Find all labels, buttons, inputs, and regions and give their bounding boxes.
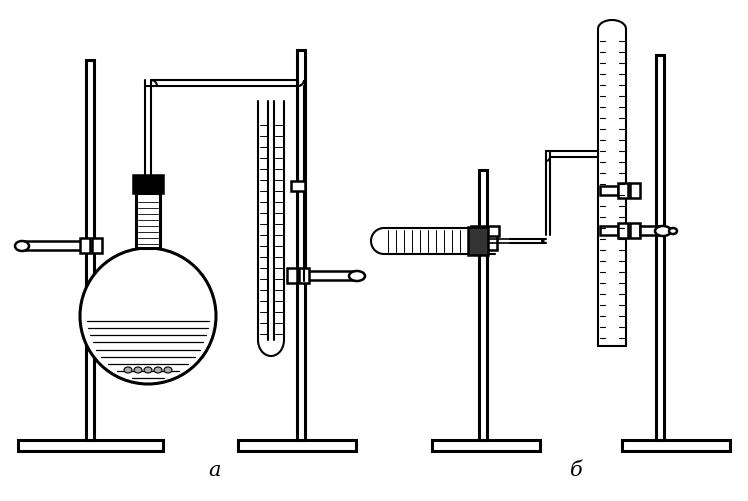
Bar <box>600 226 618 235</box>
Bar <box>487 232 497 250</box>
Bar <box>86 61 94 440</box>
Bar <box>473 232 483 250</box>
Bar <box>630 223 640 238</box>
Bar <box>640 226 660 235</box>
Bar <box>468 227 488 256</box>
Ellipse shape <box>655 226 671 236</box>
Bar <box>622 440 730 451</box>
Ellipse shape <box>349 272 365 282</box>
Bar <box>479 171 487 440</box>
Bar <box>24 241 86 250</box>
Bar <box>618 184 628 198</box>
Text: б: б <box>570 460 583 479</box>
Bar <box>630 184 640 198</box>
Ellipse shape <box>154 367 162 373</box>
Bar <box>287 269 297 284</box>
Bar <box>299 269 309 284</box>
Bar <box>600 187 618 195</box>
Bar <box>92 238 102 254</box>
Bar <box>471 226 499 236</box>
Bar <box>305 272 355 281</box>
Bar <box>618 223 628 238</box>
Ellipse shape <box>144 367 152 373</box>
Bar <box>432 440 540 451</box>
Ellipse shape <box>15 241 29 252</box>
Bar <box>80 238 90 254</box>
Ellipse shape <box>669 228 677 234</box>
Ellipse shape <box>124 367 132 373</box>
Bar <box>656 56 664 440</box>
Bar <box>136 193 160 248</box>
Bar <box>238 440 356 451</box>
Bar <box>133 176 163 193</box>
Bar <box>291 182 305 191</box>
Bar <box>297 51 305 440</box>
Ellipse shape <box>134 367 142 373</box>
Text: a: a <box>209 460 221 479</box>
Circle shape <box>80 248 216 384</box>
Bar <box>18 440 163 451</box>
Ellipse shape <box>164 367 172 373</box>
